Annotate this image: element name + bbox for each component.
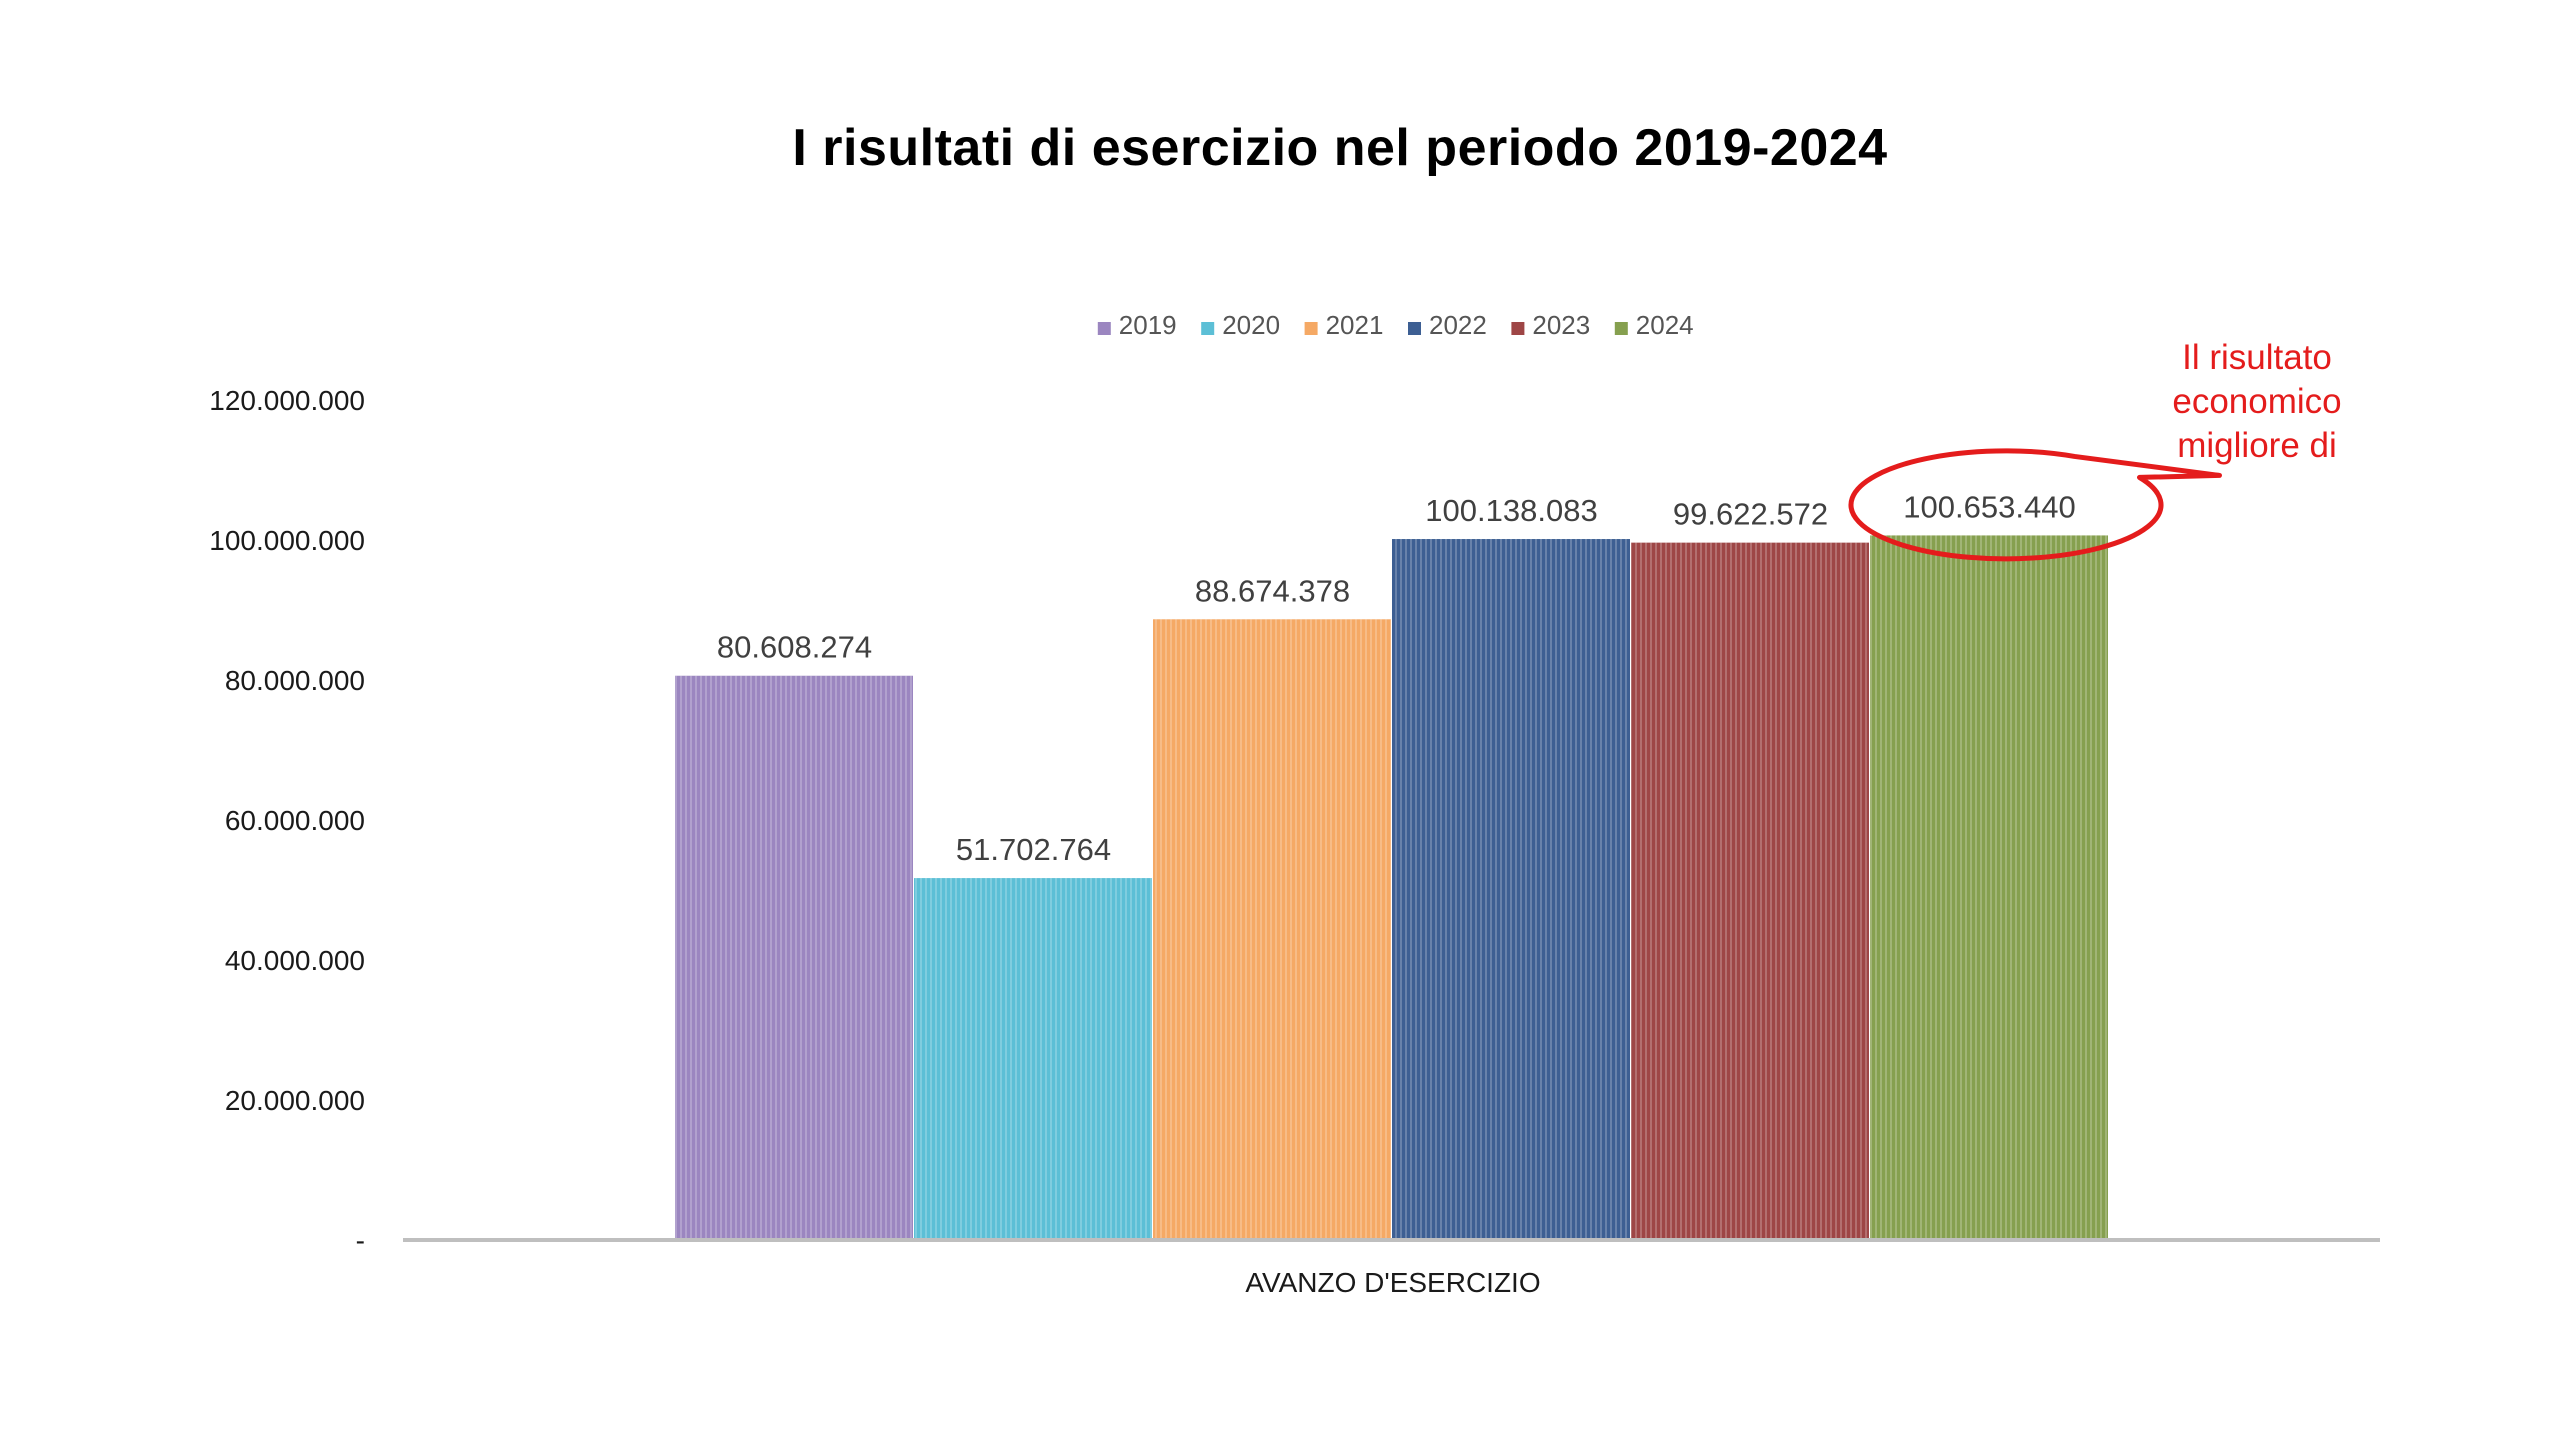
annotation: Il risultato economico migliore di: [1848, 338, 2342, 562]
chart-legend: 2019 2020 2021 2022 2023 2024: [1097, 310, 1694, 340]
bar-texture: [1153, 619, 1391, 1240]
legend-label: 2020: [1222, 310, 1280, 340]
legend-label: 2019: [1119, 310, 1177, 340]
legend-label: 2023: [1532, 310, 1590, 340]
legend-item-2021: 2021: [1304, 310, 1384, 340]
data-label-2021: 88.674.378: [1195, 573, 1350, 608]
y-tick-label: 20.000.000: [225, 1085, 365, 1116]
y-tick-label: 40.000.000: [225, 945, 365, 976]
legend-label: 2021: [1326, 310, 1384, 340]
legend-swatch: [1511, 322, 1525, 335]
x-axis: AVANZO D'ESERCIZIO: [1245, 1267, 1540, 1298]
bar-2021: [1153, 619, 1391, 1240]
legend-label: 2022: [1429, 310, 1487, 340]
bar-texture: [1631, 542, 1869, 1240]
annotation-text-line: Il risultato: [2182, 338, 2332, 377]
y-tick-label: -: [356, 1225, 365, 1256]
legend-swatch: [1304, 322, 1318, 335]
chart-title: I risultati di esercizio nel periodo 201…: [792, 119, 1888, 177]
highlight-callout: [1848, 448, 2222, 562]
data-label-2023: 99.622.572: [1673, 497, 1828, 532]
bar-2020: [914, 878, 1152, 1240]
y-tick-label: 60.000.000: [225, 805, 365, 836]
bar-texture: [1870, 535, 2108, 1240]
bar-2019: [675, 675, 913, 1240]
bar-texture: [675, 675, 913, 1240]
data-label-2020: 51.702.764: [956, 832, 1111, 867]
data-labels: 80.608.274 51.702.764 88.674.378 100.138.08…: [717, 489, 2076, 867]
bar-series-group: [675, 535, 2108, 1240]
legend-item-2023: 2023: [1511, 310, 1590, 340]
y-axis: - 20.000.000 40.000.000 60.000.000 80.000.00…: [209, 385, 365, 1256]
data-label-2019: 80.608.274: [717, 630, 872, 665]
legend-swatch: [1201, 322, 1215, 335]
bar-2024: [1870, 535, 2108, 1240]
legend-label: 2024: [1636, 310, 1694, 340]
annotation-text-line: economico: [2172, 382, 2341, 421]
bar-2022: [1392, 539, 1630, 1240]
data-label-2024: 100.653.440: [1903, 489, 2075, 524]
legend-item-2019: 2019: [1097, 310, 1177, 340]
bar-2023: [1631, 542, 1869, 1240]
legend-swatch: [1614, 322, 1628, 335]
y-tick-label: 80.000.000: [225, 665, 365, 696]
legend-swatch: [1097, 322, 1111, 335]
bar-texture: [1392, 539, 1630, 1240]
y-tick-label: 120.000.000: [209, 385, 365, 416]
legend-item-2024: 2024: [1614, 310, 1694, 340]
bar-texture: [914, 878, 1152, 1240]
legend-swatch: [1408, 322, 1421, 335]
legend-item-2020: 2020: [1201, 310, 1280, 340]
data-label-2022: 100.138.083: [1425, 493, 1597, 528]
annotation-text-line: migliore di: [2177, 426, 2337, 465]
x-category-label: AVANZO D'ESERCIZIO: [1245, 1267, 1540, 1298]
legend-item-2022: 2022: [1408, 310, 1487, 340]
y-tick-label: 100.000.000: [209, 525, 365, 556]
